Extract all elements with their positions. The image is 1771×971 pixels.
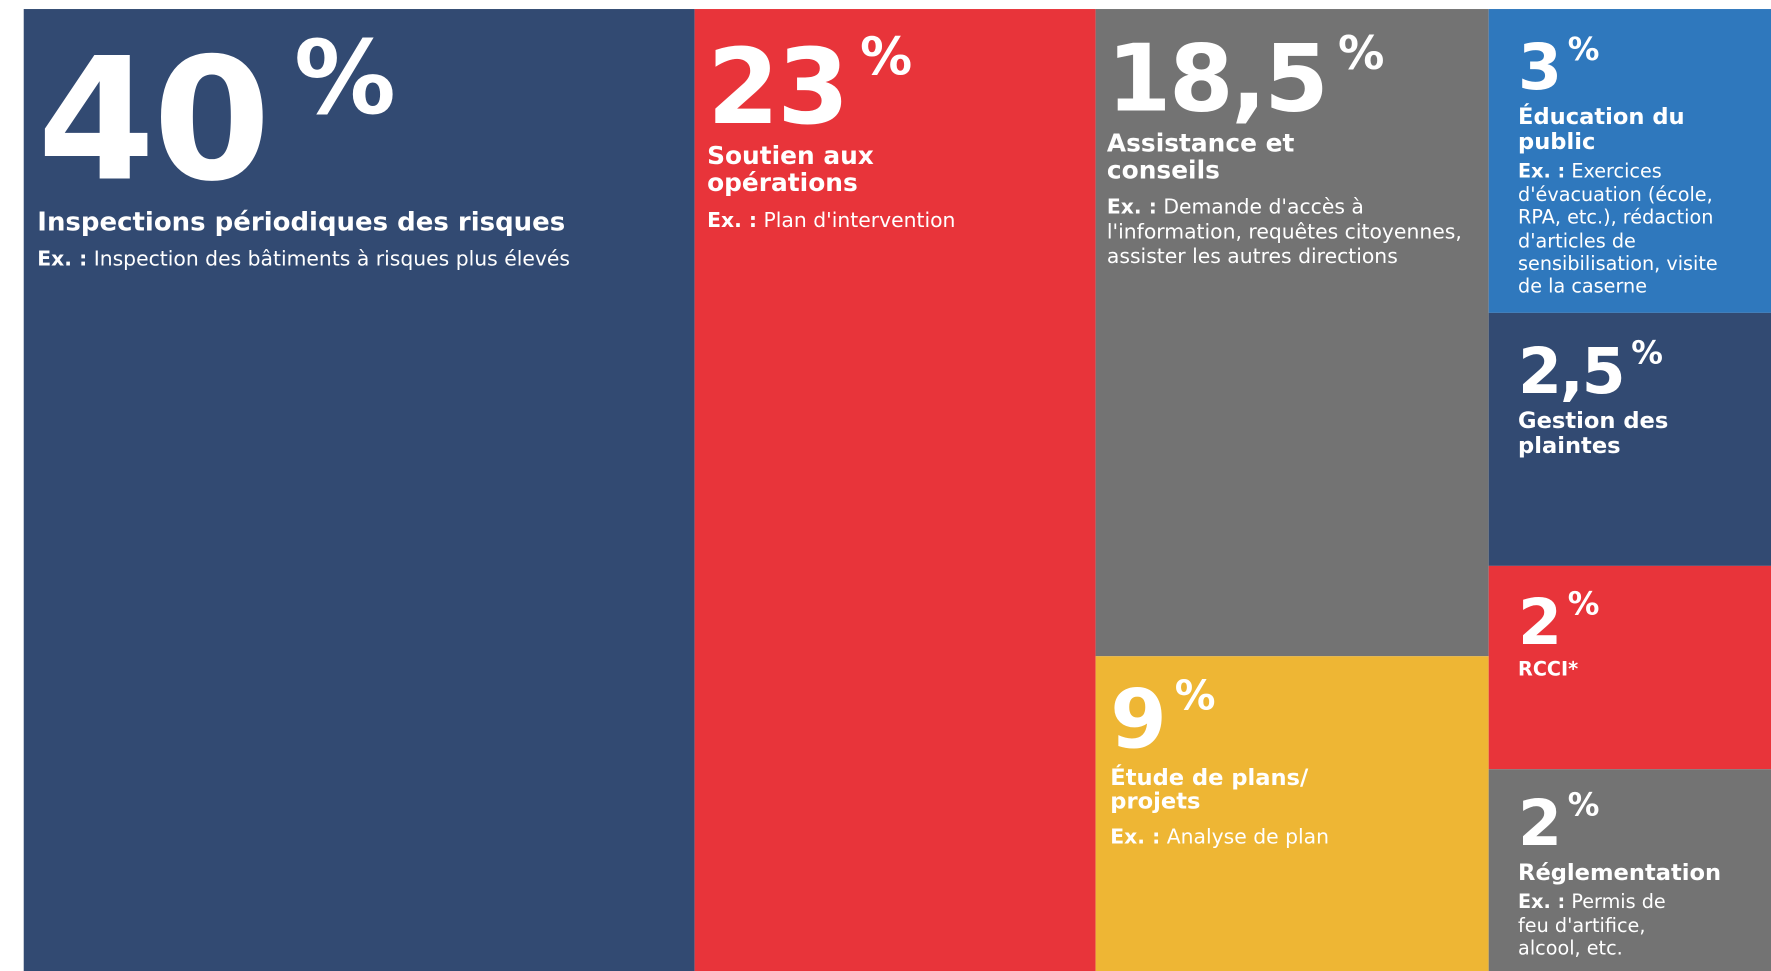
treemap-cell: 2,5% Gestion des plaintes bbox=[1488, 312, 1771, 567]
treemap-cell: 2% RCCI* bbox=[1488, 566, 1771, 769]
example-text: Exercices d'évacuation (école, RPA, etc.… bbox=[1518, 160, 1718, 299]
example: Ex. : Permis de feu d'artifice, alcool, … bbox=[1518, 892, 1676, 961]
value-label: 23 bbox=[707, 27, 849, 148]
example-prefix: Ex. : bbox=[1106, 195, 1157, 220]
category-label: Assistance et conseils bbox=[1106, 129, 1295, 185]
value-label: 2 bbox=[1518, 586, 1562, 660]
unit: % bbox=[1337, 25, 1384, 81]
treemap-cell: 2% Réglementation Ex. : Permis de feu d'ar… bbox=[1488, 768, 1771, 971]
example-prefix: Ex. : bbox=[1518, 160, 1566, 184]
unit: % bbox=[1631, 334, 1663, 372]
category-label: RCCI* bbox=[1518, 658, 1579, 682]
value-label: 40 bbox=[37, 22, 271, 220]
value-label: 3 bbox=[1518, 31, 1562, 106]
category-label: Gestion des plaintes bbox=[1518, 406, 1669, 459]
treemap-cell: 23% Soutien aux opérations Ex. : Plan d'in… bbox=[694, 9, 1096, 971]
example-text: Analyse de plan bbox=[1166, 825, 1329, 850]
value-label: 9 bbox=[1110, 672, 1167, 768]
value-row: 9% bbox=[1110, 676, 1474, 761]
example-text: Permis de feu d'artifice, alcool, etc. bbox=[1518, 891, 1666, 961]
treemap-cell: 3% Éducation du public Ex. : Exercices d'é… bbox=[1488, 9, 1771, 313]
example-text: Inspection des bâtiments à risques plus … bbox=[93, 247, 571, 272]
unit: % bbox=[860, 26, 912, 88]
example: Ex. : Exercices d'évacuation (école, RPA… bbox=[1518, 161, 1742, 299]
example-prefix: Ex. : bbox=[37, 247, 88, 272]
treemap-cell: 40% Inspections périodiques des risques Ex… bbox=[23, 9, 695, 971]
value-row: 3% bbox=[1518, 34, 1742, 100]
treemap-cell: 18,5% Assistance et conseils Ex. : Demande… bbox=[1095, 9, 1489, 657]
example: Ex. : Analyse de plan bbox=[1110, 825, 1474, 849]
value-row: 2% bbox=[1518, 789, 1742, 855]
example: Ex. : Plan d'intervention bbox=[707, 209, 1083, 233]
category-label: Soutien aux opérations bbox=[707, 142, 874, 198]
treemap-cell: 9% Étude de plans/ projets Ex. : Analyse d… bbox=[1095, 656, 1489, 971]
example-prefix: Ex. : bbox=[1518, 891, 1566, 915]
example: Ex. : Inspection des bâtiments à risques… bbox=[37, 248, 681, 272]
value-row: 23% bbox=[707, 31, 1083, 140]
example-text: Demande d'accès à l'information, requête… bbox=[1106, 195, 1462, 269]
example-prefix: Ex. : bbox=[707, 208, 758, 233]
value-label: 2,5 bbox=[1518, 335, 1626, 409]
unit: % bbox=[1567, 785, 1600, 824]
value-row: 18,5% bbox=[1107, 30, 1477, 126]
unit: % bbox=[293, 19, 396, 138]
category-label: Inspections périodiques des risques bbox=[37, 207, 566, 237]
value-label: 2 bbox=[1518, 786, 1562, 861]
example-prefix: Ex. : bbox=[1110, 825, 1161, 850]
unit: % bbox=[1174, 672, 1216, 719]
value-label: 18,5 bbox=[1106, 25, 1329, 134]
category-label: Éducation du public bbox=[1518, 102, 1685, 155]
unit: % bbox=[1567, 585, 1600, 623]
category-label: Étude de plans/ projets bbox=[1110, 763, 1309, 815]
value-row: 2% bbox=[1518, 588, 1742, 654]
example-text: Plan d'intervention bbox=[763, 208, 956, 233]
value-row: 40% bbox=[37, 28, 681, 206]
example: Ex. : Demande d'accès à l'information, r… bbox=[1107, 196, 1468, 269]
value-row: 2,5% bbox=[1518, 337, 1742, 403]
unit: % bbox=[1567, 30, 1600, 68]
category-label: Réglementation bbox=[1518, 858, 1722, 886]
